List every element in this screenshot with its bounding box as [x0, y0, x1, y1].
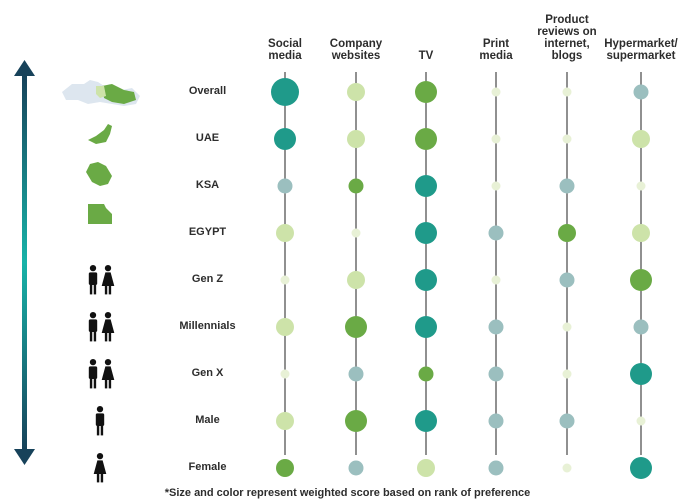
bubble [418, 366, 434, 382]
row-label: Millennials [179, 320, 236, 332]
column-header: Product reviews on internet, blogs [537, 14, 597, 62]
bubble [636, 181, 646, 191]
bubble [415, 128, 437, 150]
bubble [630, 269, 652, 291]
bubble [632, 130, 650, 148]
bubble [415, 316, 437, 338]
row-label: KSA [195, 179, 220, 191]
row-label: EGYPT [188, 226, 227, 238]
ksa-map-icon [86, 162, 112, 186]
row-label: Male [195, 414, 220, 426]
bubble [345, 316, 367, 338]
bubble [276, 412, 294, 430]
bubble [347, 271, 365, 289]
bubble [558, 224, 576, 242]
column-header: Hypermarket/ supermarket [604, 38, 678, 62]
bubble [347, 130, 365, 148]
column-header: Company websites [329, 38, 383, 62]
bubble [491, 181, 501, 191]
egypt-map-icon [88, 204, 112, 224]
bubble [415, 410, 437, 432]
bubble [488, 413, 504, 429]
bubble [280, 369, 290, 379]
bubble [276, 318, 294, 336]
bubble [632, 224, 650, 242]
bubble [271, 78, 299, 106]
column-header: Print media [479, 38, 513, 62]
bubble [274, 128, 296, 150]
female-icon [93, 453, 107, 483]
row-label: Overall [188, 85, 227, 97]
bubble [488, 366, 504, 382]
bubble [491, 134, 501, 144]
row-label: UAE [195, 132, 220, 144]
bubble [559, 178, 575, 194]
column-header: Social media [268, 38, 302, 62]
bubble [415, 222, 437, 244]
bubble [562, 463, 572, 473]
bubble [348, 460, 364, 476]
bubble [351, 228, 361, 238]
bubble [630, 363, 652, 385]
bubble [276, 459, 294, 477]
scale-arrow [14, 60, 35, 465]
gcc-map-icon [62, 80, 140, 106]
bubble [276, 224, 294, 242]
bubble [559, 272, 575, 288]
male-icon [95, 406, 105, 436]
bubble [630, 457, 652, 479]
bubble [491, 87, 501, 97]
bubble [488, 225, 504, 241]
bubble [562, 369, 572, 379]
bubble [562, 322, 572, 332]
bubble [345, 410, 367, 432]
bubble [415, 269, 437, 291]
row-label: Female [188, 461, 227, 473]
bubble [417, 459, 435, 477]
couple-icon [88, 265, 115, 295]
bubble [636, 416, 646, 426]
bubble [559, 413, 575, 429]
couple-icon [88, 359, 115, 389]
bubble [562, 134, 572, 144]
bubble [488, 319, 504, 335]
bubble [633, 319, 649, 335]
bubble [348, 366, 364, 382]
row-label: Gen X [191, 367, 224, 379]
uae-map-icon [88, 124, 112, 144]
bubble [491, 275, 501, 285]
bubble [415, 81, 437, 103]
couple-icon [88, 312, 115, 342]
bubble [415, 175, 437, 197]
bubble [562, 87, 572, 97]
footnote: *Size and color represent weighted score… [164, 487, 531, 499]
bubble [633, 84, 649, 100]
bubble [277, 178, 293, 194]
bubble [488, 460, 504, 476]
column-header: TV [418, 50, 434, 62]
bubble [347, 83, 365, 101]
bubble [280, 275, 290, 285]
bubble [348, 178, 364, 194]
row-label: Gen Z [191, 273, 224, 285]
